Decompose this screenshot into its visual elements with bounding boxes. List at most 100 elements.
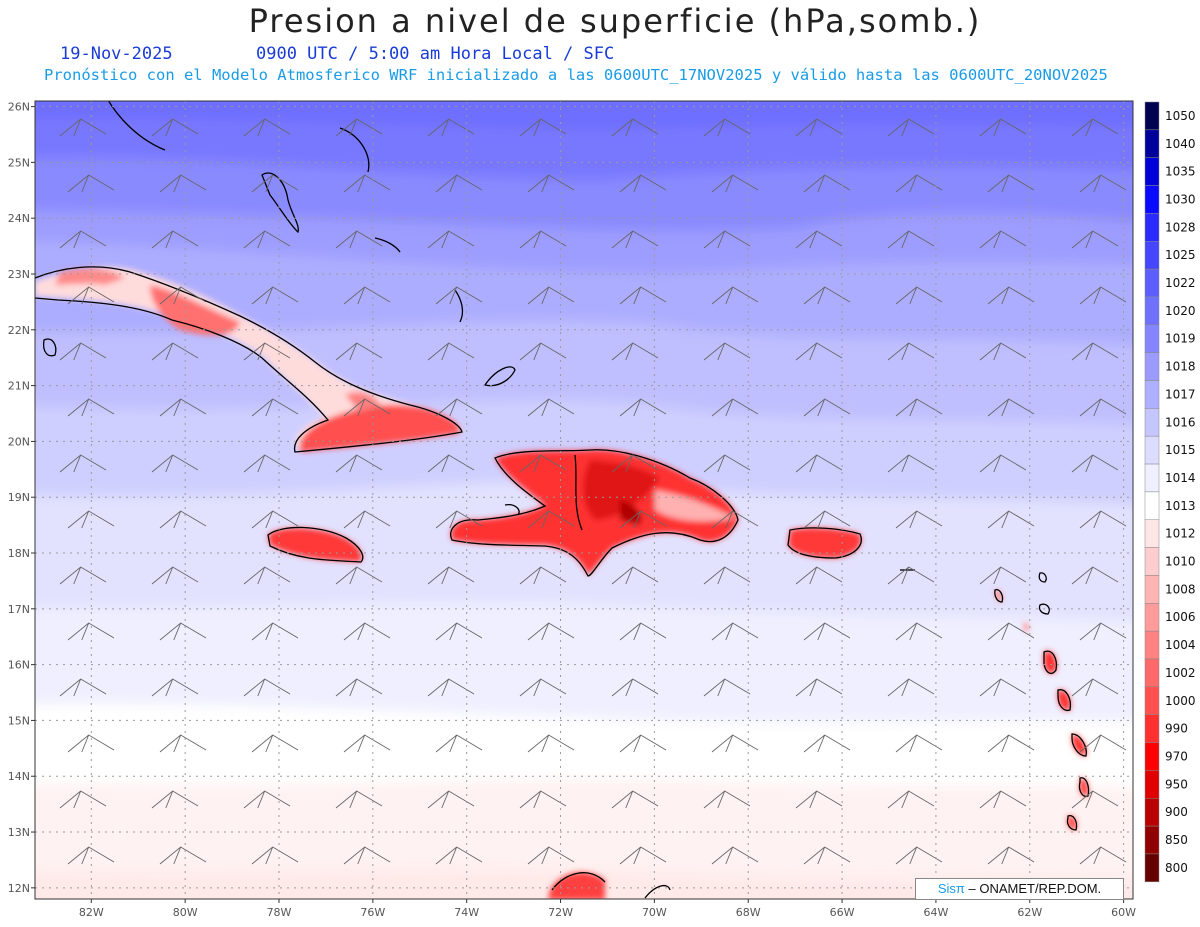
lat-tick-label: 22N (8, 324, 30, 337)
wind-barb (979, 342, 1027, 361)
legend-swatch (1144, 157, 1160, 186)
valid-time: 0900 UTC / 5:00 am Hora Local / SFC (256, 44, 615, 64)
legend-swatch (1144, 435, 1160, 465)
wind-barb (151, 454, 199, 473)
legend-swatch (1144, 686, 1160, 715)
legend-swatch (1144, 213, 1160, 242)
legend-swatch (1144, 825, 1160, 855)
wind-barb (343, 622, 391, 641)
legend-swatch (1144, 129, 1160, 158)
lat-tick-label: 15N (8, 714, 30, 727)
legend-label: 1016 (1165, 415, 1196, 429)
wind-barb (1071, 230, 1119, 249)
legend-swatch (1144, 575, 1160, 604)
wind-barb (887, 118, 935, 137)
lon-tick-label: 74W (454, 906, 479, 919)
legend-label: 1019 (1165, 332, 1196, 346)
model-info: Pronóstico con el Modelo Atmosferico WRF… (44, 66, 1108, 84)
wind-barb (979, 454, 1027, 473)
wind-barb (335, 230, 383, 249)
wind-barb (979, 678, 1027, 697)
wind-barb (335, 118, 383, 137)
legend-label: 800 (1165, 861, 1188, 875)
longitude-axis: 82W 80W 78W 76W 74W 72W 70W 68W 66W 64W 62W 60W (79, 899, 1136, 919)
legend-label: 990 (1165, 722, 1188, 736)
lat-tick-label: 12N (8, 882, 30, 895)
latitude-axis: 12N 13N 14N 15N 16N 17N 18N 19N 20N 21N 22N 23N 24N 2… (8, 101, 35, 895)
wind-barb (343, 510, 391, 529)
wind-barb (895, 286, 943, 305)
credit-text: – ONAMET/REP.DOM. (968, 881, 1102, 896)
lat-tick-label: 19N (8, 491, 30, 504)
wind-barb (243, 566, 291, 585)
map-title: Presion a nivel de superficie (hPa,somb.… (248, 2, 982, 40)
wind-barb (427, 342, 475, 361)
legend-label: 1000 (1165, 694, 1196, 708)
legend-label: 1040 (1165, 137, 1196, 151)
wind-barb (343, 286, 391, 305)
wind-barb (887, 790, 935, 809)
wind-barb (527, 174, 575, 193)
legend-label: 1020 (1165, 304, 1196, 318)
wind-barb (435, 734, 483, 753)
wind-barb (1071, 790, 1119, 809)
wind-barb (795, 342, 843, 361)
lat-lon-grid (35, 101, 1133, 899)
wind-barb (427, 790, 475, 809)
legend-swatch (1144, 352, 1160, 381)
legend-swatch (1144, 770, 1160, 799)
wind-barb (887, 230, 935, 249)
legend-label: 1022 (1165, 276, 1196, 290)
lon-tick-label: 76W (360, 906, 385, 919)
wind-barb (619, 286, 667, 305)
legend-swatch (1144, 380, 1160, 409)
wind-barb (611, 678, 659, 697)
wind-barb (59, 790, 107, 809)
wind-barb (979, 230, 1027, 249)
legend-label: 1028 (1165, 220, 1196, 234)
wind-barb (619, 734, 667, 753)
lon-tick-label: 60W (1111, 906, 1136, 919)
lon-tick-label: 70W (642, 906, 667, 919)
wind-barb (711, 286, 759, 305)
wind-barb (243, 454, 291, 473)
wind-barb (619, 174, 667, 193)
legend-label: 1035 (1165, 165, 1196, 179)
wind-barb (435, 510, 483, 529)
lat-tick-label: 18N (8, 547, 30, 560)
legend-swatch (1144, 658, 1160, 688)
legend-label: 1004 (1165, 638, 1196, 652)
wind-barb (435, 846, 483, 865)
wind-barb (151, 118, 199, 137)
wind-barb (979, 790, 1027, 809)
wind-barb (803, 398, 851, 417)
wind-barb (611, 790, 659, 809)
wind-barb (527, 734, 575, 753)
wind-barb (987, 734, 1035, 753)
wind-barb (711, 622, 759, 641)
wind-barb (427, 454, 475, 473)
wind-barb (243, 342, 291, 361)
lat-tick-label: 13N (8, 826, 30, 839)
wind-barb (611, 566, 659, 585)
wind-barb (895, 846, 943, 865)
lat-tick-label: 17N (8, 603, 30, 616)
wind-barb (1079, 286, 1127, 305)
lat-tick-label: 26N (8, 101, 30, 114)
legend-label: 1050 (1165, 109, 1196, 123)
wind-barb (803, 622, 851, 641)
legend-label: 1017 (1165, 387, 1196, 401)
wind-barb (67, 510, 115, 529)
wind-barb (427, 566, 475, 585)
wind-barb (711, 174, 759, 193)
wind-barb (1079, 398, 1127, 417)
wind-barb (519, 230, 567, 249)
wind-barb (1079, 510, 1127, 529)
wind-barb (435, 398, 483, 417)
legend-label: 900 (1165, 805, 1188, 819)
wind-barb (251, 174, 299, 193)
legend-swatch (1144, 241, 1160, 270)
lat-tick-label: 16N (8, 659, 30, 672)
wind-barb (803, 734, 851, 753)
wind-barb (251, 286, 299, 305)
